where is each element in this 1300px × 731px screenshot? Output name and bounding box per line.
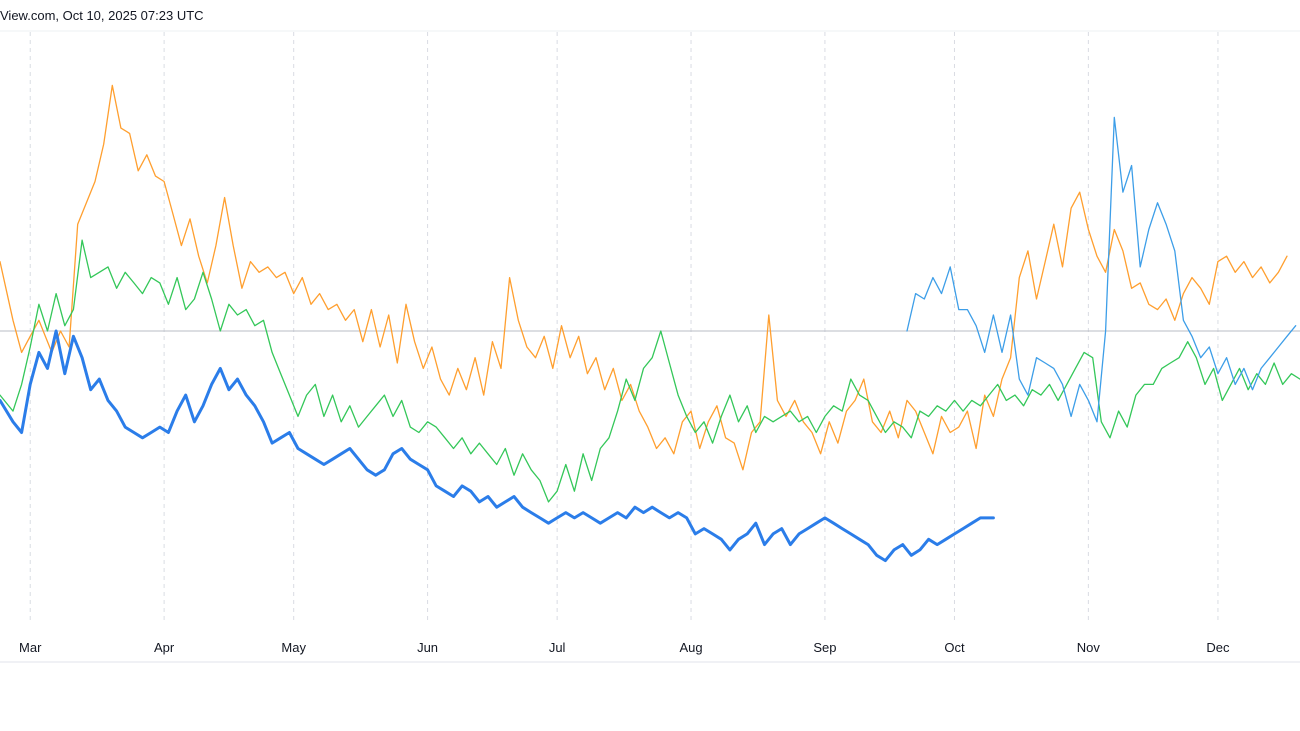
x-tick-label: Mar (19, 640, 42, 655)
x-axis-tick-labels: Mar Apr May Jun Jul Aug Sep Oct Nov Dec (19, 640, 1230, 655)
x-tick-label: Jul (549, 640, 566, 655)
chart-source-timestamp: View.com, Oct 10, 2025 07:23 UTC (0, 8, 204, 23)
x-tick-label: Apr (154, 640, 175, 655)
series-line-4 (0, 329, 995, 563)
vertical-gridlines (29, 32, 1219, 624)
x-tick-label: Jun (417, 640, 438, 655)
x-tick-label: May (281, 640, 306, 655)
x-tick-label: Dec (1206, 640, 1230, 655)
series-lines (0, 84, 1300, 563)
x-tick-label: Aug (679, 640, 702, 655)
series-line-1 (0, 84, 1288, 471)
series-line-3 (906, 116, 1297, 423)
x-tick-label: Nov (1077, 640, 1101, 655)
x-tick-label: Oct (944, 640, 965, 655)
series-line-2 (0, 239, 1300, 503)
x-tick-label: Sep (813, 640, 836, 655)
